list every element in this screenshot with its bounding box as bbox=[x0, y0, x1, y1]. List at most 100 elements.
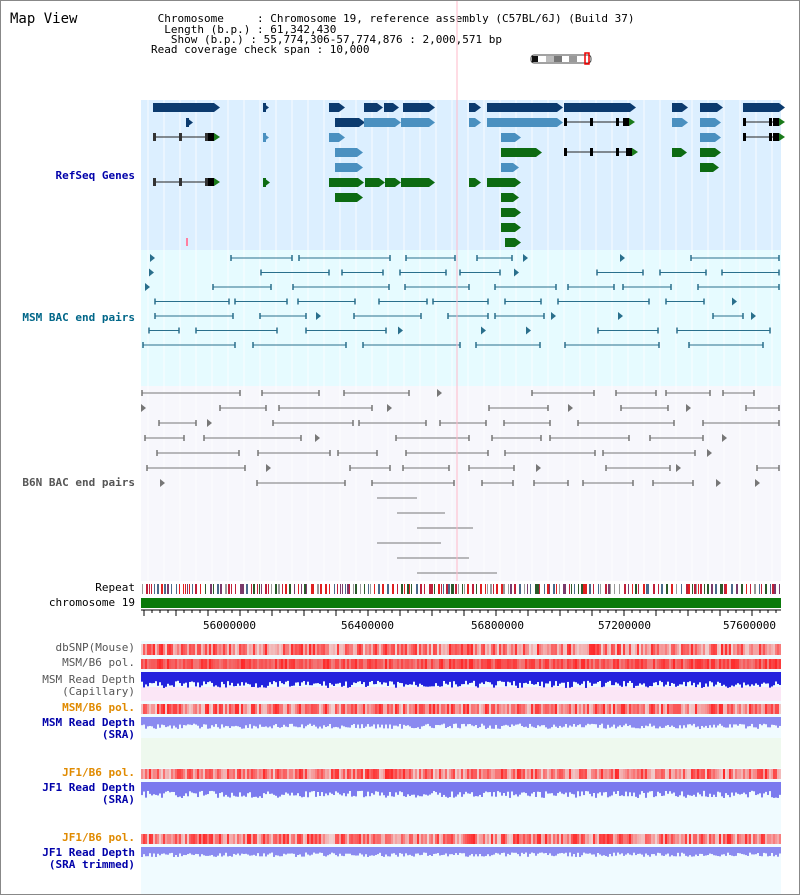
jf1-depth-trim-bar bbox=[503, 847, 505, 853]
jf1-depth-sra-bar bbox=[689, 782, 691, 796]
gene-exon bbox=[773, 133, 779, 141]
msm-pol2-cell bbox=[411, 704, 413, 714]
msm-depth-capillary-bar bbox=[517, 672, 519, 688]
msm-depth-sra-bar bbox=[543, 717, 545, 726]
jf1-depth-sra-bar bbox=[233, 782, 235, 796]
repeat-element bbox=[571, 584, 572, 594]
msm-pol-cell bbox=[769, 659, 771, 669]
jf1-depth-trim-bar bbox=[407, 847, 409, 856]
dbsnp-cell bbox=[167, 644, 169, 655]
chromosome-ideogram[interactable] bbox=[530, 52, 592, 65]
jf1-pol-cell bbox=[251, 769, 253, 779]
jf1-depth-sra-bar bbox=[759, 782, 761, 794]
dbsnp-cell bbox=[371, 644, 373, 655]
jf1-pol-cell bbox=[283, 769, 285, 779]
msm-depth-sra-bar bbox=[763, 717, 765, 724]
jf1-pol-cell bbox=[147, 769, 149, 779]
repeat-track[interactable] bbox=[141, 584, 781, 594]
msm-pol2-cell bbox=[465, 704, 467, 714]
msm-bac-pairs[interactable] bbox=[142, 254, 780, 348]
jf1-depth-trim-bar bbox=[505, 847, 507, 857]
msm-pol-cell bbox=[703, 659, 705, 669]
msm-pol-cell bbox=[415, 659, 417, 669]
dbsnp-cell bbox=[759, 644, 761, 655]
jf1-depth-trim-label: JF1 Read Depth bbox=[42, 846, 135, 859]
msm-pol-cell bbox=[543, 659, 545, 669]
msm-pol-cell bbox=[535, 659, 537, 669]
msm-bac-pair-marker bbox=[149, 268, 154, 277]
msm-pol2-cell bbox=[499, 704, 501, 714]
jf1-pol-cell bbox=[273, 769, 275, 779]
msm-pol-cell bbox=[511, 659, 513, 669]
refseq-genes[interactable] bbox=[153, 103, 785, 247]
msm-pol2-cell bbox=[545, 704, 547, 714]
jf1-pol-cell bbox=[265, 769, 267, 779]
msm-depth-capillary-bar bbox=[719, 672, 721, 683]
jf1-pol-cell bbox=[399, 769, 401, 779]
jf1-depth-sra-bar bbox=[147, 782, 149, 791]
jf1-depth-trim-bar bbox=[723, 847, 725, 855]
jf1-depth-trim-bar bbox=[629, 847, 631, 855]
msm-pol-cell bbox=[353, 659, 355, 669]
msm-depth-sra-bar bbox=[465, 717, 467, 727]
msm-pol-cell bbox=[519, 659, 521, 669]
jf1-pol-cell bbox=[647, 769, 649, 779]
jf1-pol-cell bbox=[553, 769, 555, 779]
dbsnp-cell bbox=[161, 644, 163, 655]
jf1-depth-trim-bar bbox=[563, 847, 565, 854]
msm-depth-sra-bar bbox=[263, 717, 265, 727]
msm-depth-capillary-bar bbox=[423, 672, 425, 687]
msm-depth-sra-bar bbox=[653, 717, 655, 726]
dbsnp-cell bbox=[411, 644, 413, 655]
jf1-depth-trim-bar bbox=[463, 847, 465, 854]
jf1-depth-trim-bar bbox=[281, 847, 283, 857]
msm-pol2-cell bbox=[377, 704, 379, 714]
msm-depth-capillary-bar bbox=[311, 672, 313, 686]
jf1-depth-sra-bar bbox=[505, 782, 507, 796]
msm-pol2-cell bbox=[171, 704, 173, 714]
jf1-pol2-cell bbox=[511, 834, 513, 844]
repeat-element bbox=[374, 584, 375, 594]
jf1-depth-trim-bar bbox=[603, 847, 605, 856]
jf1-depth-trim-bar bbox=[517, 847, 519, 855]
jf1-pol-cell bbox=[689, 769, 691, 779]
msm-pol2-cell bbox=[761, 704, 763, 714]
jf1-depth-trim-bar bbox=[391, 847, 393, 854]
msm-depth-capillary-bar bbox=[751, 672, 753, 685]
jf1-depth-trim-bar bbox=[587, 847, 589, 854]
repeat-element bbox=[648, 584, 649, 594]
jf1-depth-sra-bar bbox=[663, 782, 665, 796]
jf1-depth-sra-bar bbox=[733, 782, 735, 796]
jf1-depth-sra-bar bbox=[673, 782, 675, 793]
jf1-pol2-cell bbox=[503, 834, 505, 844]
repeat-element bbox=[231, 584, 232, 594]
gene-arrow bbox=[682, 118, 688, 127]
msm-pol2-cell bbox=[581, 704, 583, 714]
msm-bac-pair-marker bbox=[732, 297, 737, 306]
msm-pol-cell bbox=[205, 659, 207, 669]
repeat-element bbox=[671, 584, 673, 594]
dbsnp-cell bbox=[237, 644, 239, 655]
msm-depth-sra-bar bbox=[493, 717, 495, 729]
msm-pol-cell bbox=[311, 659, 313, 669]
jf1-depth-trim-bar bbox=[387, 847, 389, 857]
jf1-depth-trim-bar bbox=[159, 847, 161, 856]
msm-depth-sra-bar bbox=[583, 717, 585, 728]
jf1-pol2-cell bbox=[633, 834, 635, 844]
msm-depth-sra-bar bbox=[671, 717, 673, 726]
b6n-bac-pairs[interactable] bbox=[141, 389, 780, 574]
jf1-depth-sra-bar bbox=[315, 782, 317, 797]
jf1-pol2-cell bbox=[277, 834, 279, 844]
msm-depth-sra-bar bbox=[683, 717, 685, 726]
dbsnp-cell bbox=[233, 644, 235, 655]
jf1-depth-sra-bar bbox=[521, 782, 523, 793]
heat-tracks[interactable] bbox=[141, 644, 781, 857]
jf1-depth-trim-bar bbox=[209, 847, 211, 856]
msm-depth-sra-bar bbox=[751, 717, 753, 724]
msm-depth-capillary-bar bbox=[143, 672, 145, 688]
dbsnp-cell bbox=[499, 644, 501, 655]
msm-depth-sra-bar bbox=[365, 717, 367, 727]
msm-depth-sra-bar bbox=[779, 717, 781, 726]
jf1-depth-sra-bar bbox=[679, 782, 681, 796]
